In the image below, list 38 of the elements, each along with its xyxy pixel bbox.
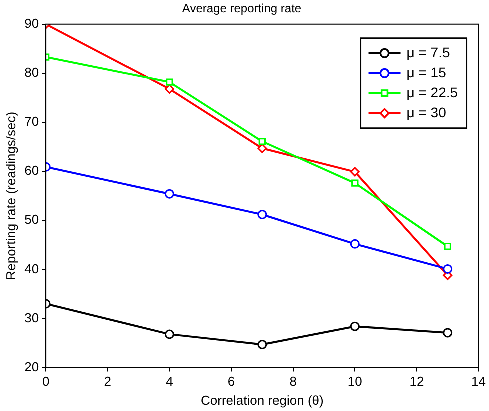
point <box>258 210 268 220</box>
point <box>166 78 174 86</box>
y-axis-title: Reporting rate (readings/sec) <box>3 112 18 280</box>
legend-label: μ = 22.5 <box>406 84 458 100</box>
point <box>352 180 359 187</box>
x-tick-label: 12 <box>410 374 424 390</box>
y-tick-label: 40 <box>24 261 40 276</box>
point <box>258 340 268 350</box>
point <box>444 243 452 250</box>
x-tick-label: 4 <box>166 374 174 390</box>
y-tick-label: 30 <box>24 310 40 326</box>
point <box>350 239 360 249</box>
x-tick-label: 10 <box>348 374 362 390</box>
chart-title: Average reporting rate <box>182 2 302 16</box>
legend-label: μ = 7.5 <box>406 44 450 60</box>
point <box>258 138 266 146</box>
point <box>443 264 453 274</box>
point <box>350 322 360 332</box>
point <box>164 189 174 199</box>
y-tick-label: 60 <box>24 163 40 178</box>
point <box>164 330 174 340</box>
y-tick-label: 20 <box>24 359 40 374</box>
point <box>350 167 360 177</box>
legend-label: μ = 15 <box>406 64 447 80</box>
y-tick-label: 50 <box>24 212 40 228</box>
legend-label: μ = 30 <box>406 104 447 120</box>
x-tick-label: 6 <box>228 374 236 390</box>
point <box>258 144 268 154</box>
x-tick-label: 8 <box>290 374 297 390</box>
x-tick-label: 14 <box>472 374 486 390</box>
y-tick-label: 90 <box>24 16 40 31</box>
point <box>164 84 174 94</box>
y-tick-label: 80 <box>24 65 40 80</box>
x-axis-title: Correlation region (θ) <box>200 392 324 408</box>
x-tick-label: 2 <box>104 374 112 390</box>
point <box>443 328 453 338</box>
x-tick-label: 0 <box>42 374 50 390</box>
y-tick-label: 70 <box>24 114 40 130</box>
